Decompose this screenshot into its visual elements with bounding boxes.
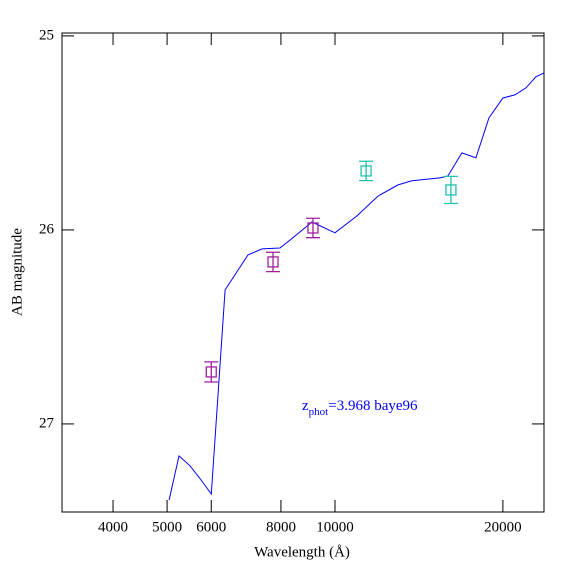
y-axis-label: AB magnitude bbox=[9, 228, 25, 316]
x-tick-label: 6000 bbox=[196, 519, 226, 535]
error-bar bbox=[359, 160, 374, 182]
data-point bbox=[266, 251, 281, 273]
data-point bbox=[443, 175, 458, 205]
annotation: zphot=3.968 baye96 bbox=[302, 398, 418, 417]
x-tick-label: 5000 bbox=[152, 519, 182, 535]
x-tick-label: 10000 bbox=[316, 519, 354, 535]
model-line bbox=[168, 72, 544, 501]
x-axis-label: Wavelength (Å) bbox=[254, 544, 350, 560]
error-bar bbox=[266, 251, 281, 273]
y-tick-label: 26 bbox=[39, 221, 55, 237]
error-bar bbox=[443, 175, 458, 205]
data-point bbox=[359, 160, 374, 182]
x-tick-label: 8000 bbox=[266, 519, 296, 535]
annotation-rest: =3.968 baye96 bbox=[328, 398, 418, 414]
x-tick-label: 20000 bbox=[484, 519, 522, 535]
y-tick-label: 25 bbox=[39, 27, 54, 43]
y-tick-label: 27 bbox=[39, 415, 55, 431]
data-point bbox=[204, 361, 219, 383]
x-tick-label: 4000 bbox=[98, 519, 128, 535]
annotation-sub: phot bbox=[309, 406, 329, 418]
annotation-main: z bbox=[302, 398, 309, 414]
error-bar bbox=[305, 217, 320, 239]
plot-frame bbox=[61, 32, 545, 513]
data-point bbox=[305, 217, 320, 239]
error-bar bbox=[204, 361, 219, 383]
